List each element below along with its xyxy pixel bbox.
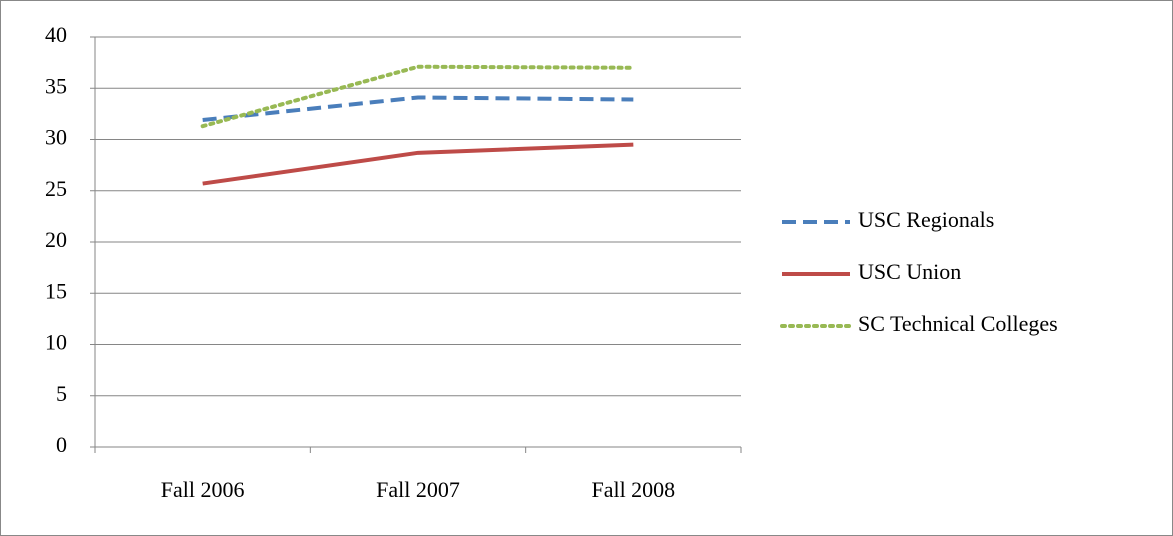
x-tick-label: Fall 2008 — [591, 477, 675, 502]
y-tick-label: 10 — [45, 330, 67, 355]
y-tick-label: 20 — [45, 227, 67, 252]
y-tick-label: 25 — [45, 176, 67, 201]
series-line — [200, 64, 636, 129]
series-line — [202, 142, 634, 186]
legend-label: USC Union — [858, 259, 961, 284]
y-tick-label: 40 — [45, 22, 67, 47]
x-tick-label: Fall 2006 — [161, 477, 245, 502]
y-tick-label: 5 — [56, 381, 67, 406]
y-tick-label: 0 — [56, 432, 67, 457]
y-tick-label: 30 — [45, 125, 67, 150]
series-line — [202, 95, 634, 123]
x-tick-label: Fall 2007 — [376, 477, 460, 502]
y-tick-label: 35 — [45, 73, 67, 98]
y-tick-label: 15 — [45, 278, 67, 303]
legend-label: SC Technical Colleges — [858, 311, 1058, 336]
legend-label: USC Regionals — [858, 207, 994, 232]
